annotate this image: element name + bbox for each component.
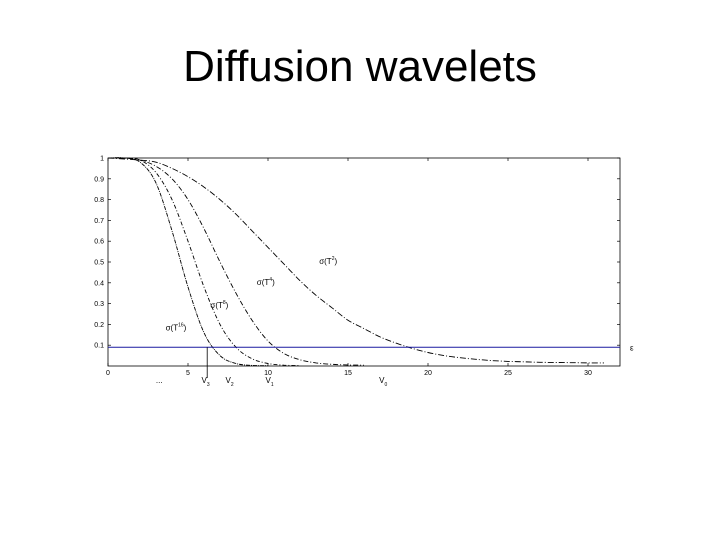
series-line-3: [107, 157, 301, 367]
x-tick-label: 20: [424, 370, 432, 377]
y-tick-label: 0.7: [94, 218, 104, 225]
y-tick-label: 0.8: [94, 197, 104, 204]
threshold-label: ε: [630, 343, 634, 352]
series-line-2: [107, 157, 365, 366]
series-line-4: [107, 157, 269, 367]
y-tick-label: 0.9: [94, 176, 104, 183]
y-tick-label: 0.4: [94, 280, 104, 287]
y-tick-label: 0.1: [94, 343, 104, 350]
x-annotation-1: V3: [202, 376, 210, 388]
series-label-4: σ(T16): [166, 323, 187, 333]
y-tick-label: 0.6: [94, 239, 104, 246]
series-line-1: [107, 157, 604, 364]
x-tick-label: 0: [106, 370, 110, 377]
x-tick-label: 25: [504, 370, 512, 377]
x-annotations: V3 V2 V1 V0...: [156, 376, 388, 388]
x-tick-label: 10: [264, 370, 272, 377]
x-tick-label: 15: [344, 370, 352, 377]
y-tick-label: 0.5: [94, 260, 104, 267]
x-annotation-4: V0: [379, 376, 387, 388]
series-label-2: σ(T4): [257, 277, 275, 287]
plot-frame: [107, 157, 621, 367]
x-annotation-2: V2: [226, 376, 234, 388]
x-annotation-3: V1: [266, 376, 274, 388]
x-tick-label: 30: [584, 370, 592, 377]
y-tick-label: 0.3: [94, 301, 104, 308]
y-tick-label: 1: [100, 156, 104, 163]
plot-border: [107, 157, 621, 367]
series-label-3: σ(T8): [210, 300, 228, 310]
axis-ticks: 0 5 10 15 20 25 30 0.1 0.2 0.3 0.4 0.5 0.6 0.7 0.8 0.9 1: [94, 156, 620, 377]
series-label-1: σ(T2): [319, 256, 337, 266]
y-tick-label: 0.2: [94, 322, 104, 329]
slide-title: Diffusion wavelets: [183, 42, 537, 91]
series-labels: σ(T2) σ(T4) σ(T8) σ(T16): [166, 256, 338, 333]
series-lines: ε: [107, 157, 634, 378]
x-tick-label: 5: [186, 370, 190, 377]
x-annotation-5: ...: [156, 376, 163, 385]
